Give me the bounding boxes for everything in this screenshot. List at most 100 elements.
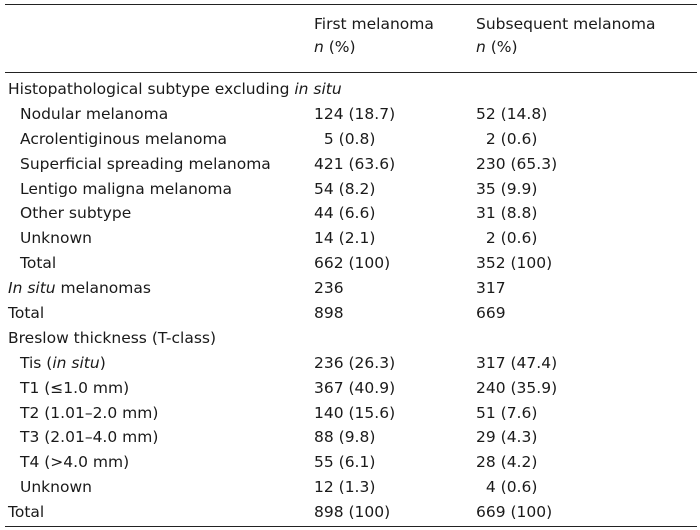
row-label: Lentigo maligna melanoma [20, 180, 232, 198]
header-first-unit-rest: (%) [323, 38, 356, 56]
subsequent-melanoma-value: 2 (0.6) [476, 229, 538, 248]
row-label-text: Superficial spreading melanoma [20, 154, 271, 173]
first-melanoma-value: 14 (2.1) [314, 229, 376, 248]
table-row: Unknown 14 (2.1) 2 (0.6) [5, 227, 697, 252]
row-label-text: T4 (>4.0 mm) [20, 453, 130, 472]
header-subsequent-unit-rest: (%) [485, 38, 518, 56]
subsequent-melanoma-value: 52 (14.8) [476, 104, 548, 123]
row-label: Acrolentiginous melanoma [20, 130, 227, 148]
header-subsequent-unit-n: n [476, 38, 486, 56]
row-label-text: Histopathological subtype excluding [8, 80, 295, 98]
row-label: Breslow thickness (T-class) [8, 329, 216, 347]
subsequent-melanoma-value: 51 (7.6) [476, 403, 538, 422]
first-melanoma-value: 12 (1.3) [314, 478, 376, 497]
subsequent-melanoma-value: 4 (0.6) [476, 478, 538, 497]
first-melanoma-value: 898 [314, 304, 344, 323]
row-label: T3 (2.01–4.0 mm) [20, 428, 158, 446]
table-row: Total 898 669 [5, 302, 697, 327]
table-body: Histopathological subtype excluding in s… [5, 73, 697, 526]
subsequent-melanoma-value: 669 [476, 304, 506, 323]
header-first-melanoma-title: First melanoma [314, 15, 434, 33]
row-label-suffix: melanomas [55, 279, 151, 298]
table-row: T3 (2.01–4.0 mm) 88 (9.8) 29 (4.3) [5, 426, 697, 451]
first-melanoma-value: 55 (6.1) [314, 453, 376, 472]
subsequent-melanoma-value: 28 (4.2) [476, 453, 538, 472]
table-row: T4 (>4.0 mm) 55 (6.1) 28 (4.2) [5, 451, 697, 476]
row-label-text: Breslow thickness (T-class) [8, 328, 217, 347]
first-melanoma-value: 44 (6.6) [314, 204, 376, 223]
row-label-text: Lentigo maligna melanoma [20, 179, 232, 198]
subsequent-melanoma-value: 352 (100) [476, 254, 553, 273]
table-row: Breslow thickness (T-class) [5, 327, 697, 352]
table-header: First melanoma n (%) Subsequent melanoma… [5, 5, 697, 72]
first-melanoma-value: 421 (63.6) [314, 154, 396, 173]
row-label: Other subtype [20, 204, 131, 222]
row-label: Histopathological subtype excluding in s… [8, 80, 342, 98]
row-label-text: Other subtype [20, 204, 132, 223]
row-label: Unknown [20, 229, 92, 247]
row-label: Superficial spreading melanoma [20, 155, 271, 173]
header-subsequent-melanoma-title: Subsequent melanoma [476, 15, 656, 33]
header-first-unit-n: n [314, 38, 324, 56]
melanoma-table: First melanoma n (%) Subsequent melanoma… [5, 4, 697, 528]
header-rule [5, 72, 697, 73]
table-row: Tis (in situ) 236 (26.3) 317 (47.4) [5, 352, 697, 377]
first-melanoma-value: 236 (26.3) [314, 353, 396, 372]
subsequent-melanoma-value: 317 [476, 279, 506, 298]
row-label: Tis (in situ) [20, 354, 106, 372]
table-top-rule [5, 4, 697, 5]
row-label: T1 (≤1.0 mm) [20, 379, 129, 397]
table-row: In situ melanomas 236 317 [5, 277, 697, 302]
table-row: Lentigo maligna melanoma 54 (8.2) 35 (9.9) [5, 178, 697, 203]
first-melanoma-value: 124 (18.7) [314, 104, 396, 123]
row-label-text: Tis ( [20, 353, 53, 372]
row-label: In situ melanomas [8, 279, 151, 297]
table-row: T1 (≤1.0 mm) 367 (40.9) 240 (35.9) [5, 377, 697, 402]
subsequent-melanoma-value: 230 (65.3) [476, 154, 558, 173]
row-label-text: Unknown [20, 229, 92, 248]
row-label-suffix: ) [99, 353, 106, 372]
row-label: Total [8, 503, 44, 521]
first-melanoma-value: 898 (100) [314, 503, 391, 522]
table-row: Unknown 12 (1.3) 4 (0.6) [5, 476, 697, 501]
table-row: Superficial spreading melanoma 421 (63.6)… [5, 153, 697, 178]
row-label-text: Total [8, 304, 45, 323]
table-row: Acrolentiginous melanoma 5 (0.8) 2 (0.6) [5, 128, 697, 153]
row-label-text: T3 (2.01–4.0 mm) [20, 428, 159, 447]
row-label-text: Total [8, 503, 45, 522]
first-melanoma-value: 367 (40.9) [314, 378, 396, 397]
subsequent-melanoma-value: 31 (8.8) [476, 204, 538, 223]
row-label-italic: in situ [294, 80, 342, 98]
header-first-melanoma-unit: n (%) [314, 36, 434, 59]
table-row: Histopathological subtype excluding in s… [5, 78, 697, 103]
row-label: Unknown [20, 478, 92, 496]
subsequent-melanoma-value: 240 (35.9) [476, 378, 558, 397]
header-subsequent-melanoma: Subsequent melanoma n (%) [476, 13, 655, 59]
table-row: Total 898 (100) 669 (100) [5, 501, 697, 526]
header-first-melanoma: First melanoma n (%) [314, 13, 434, 59]
first-melanoma-value: 88 (9.8) [314, 428, 376, 447]
first-melanoma-value: 140 (15.6) [314, 403, 396, 422]
subsequent-melanoma-value: 35 (9.9) [476, 179, 538, 198]
row-label: Total [8, 304, 44, 322]
row-label: T2 (1.01–2.0 mm) [20, 404, 158, 422]
header-subsequent-melanoma-unit: n (%) [476, 36, 655, 59]
subsequent-melanoma-value: 2 (0.6) [476, 129, 538, 148]
row-label-text: Unknown [20, 478, 92, 497]
row-label-italic: in situ [52, 353, 100, 372]
table-row: Total 662 (100) 352 (100) [5, 252, 697, 277]
row-label-text: Acrolentiginous melanoma [20, 129, 228, 148]
table-row: T2 (1.01–2.0 mm) 140 (15.6) 51 (7.6) [5, 402, 697, 427]
table-row: Nodular melanoma 124 (18.7) 52 (14.8) [5, 103, 697, 128]
row-label-text: T1 (≤1.0 mm) [20, 378, 130, 397]
row-label: Nodular melanoma [20, 105, 168, 123]
row-label: Total [20, 254, 56, 272]
row-label-italic: In situ [8, 279, 56, 298]
table-bottom-rule [5, 526, 697, 528]
first-melanoma-value: 236 [314, 279, 344, 298]
row-label-text: Nodular melanoma [20, 104, 169, 123]
row-label-text: Total [20, 254, 57, 273]
subsequent-melanoma-value: 29 (4.3) [476, 428, 538, 447]
subsequent-melanoma-value: 669 (100) [476, 503, 553, 522]
subsequent-melanoma-value: 317 (47.4) [476, 353, 558, 372]
